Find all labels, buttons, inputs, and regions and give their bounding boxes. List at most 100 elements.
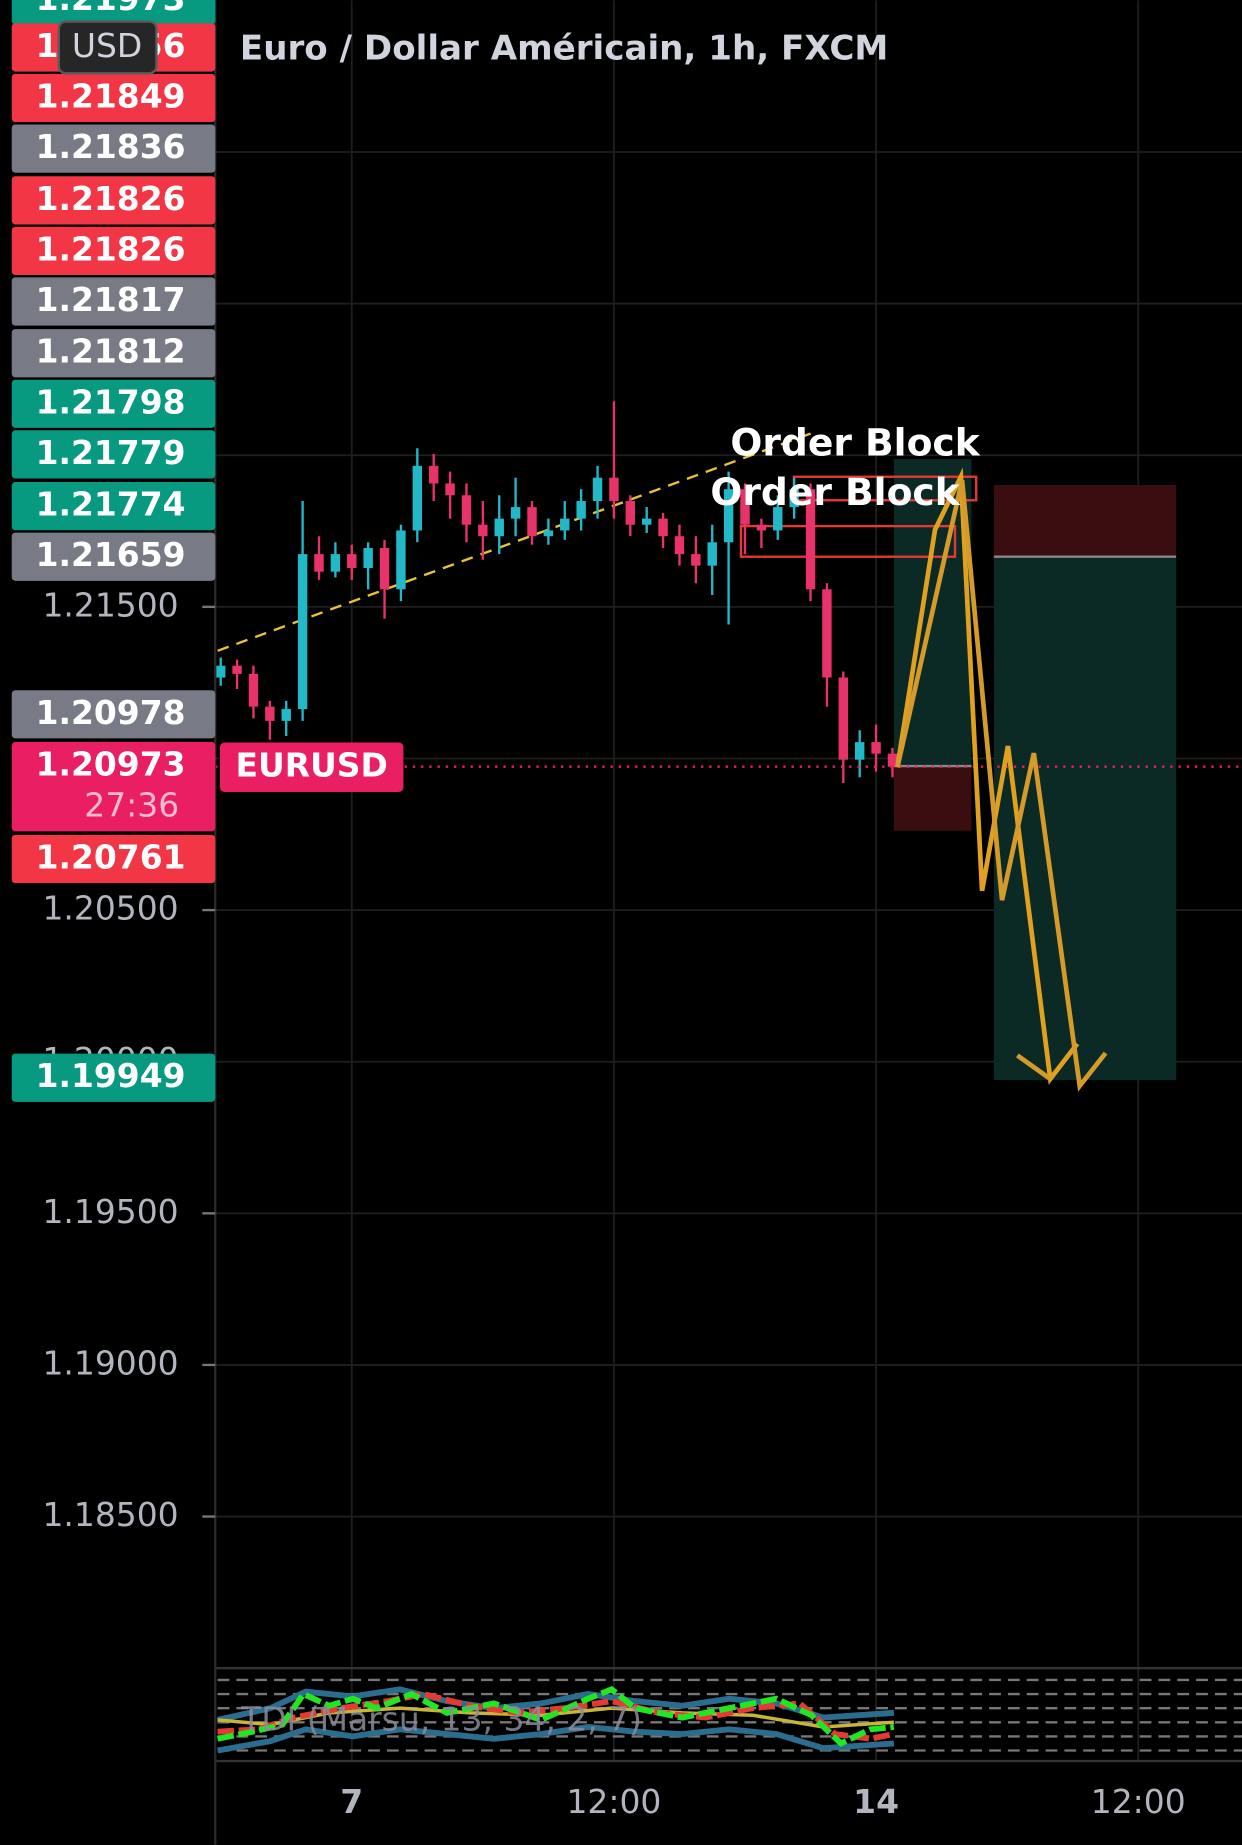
currency-badge[interactable] — [57, 20, 158, 75]
indicator-band — [216, 1686, 895, 1723]
candle-body — [428, 465, 439, 484]
price-tag-label: 1.21973 — [36, 0, 186, 18]
candle-body — [723, 489, 734, 543]
indicator-line — [217, 1685, 895, 1747]
price-tag-label: 1.21817 — [36, 280, 186, 319]
price-tag — [11, 277, 216, 326]
candle-body — [461, 495, 472, 525]
candles — [215, 401, 1242, 784]
candle-body — [379, 548, 390, 590]
candle-body — [592, 477, 603, 502]
candle-body — [658, 518, 668, 537]
candle-body — [445, 483, 455, 496]
candle-body — [838, 677, 849, 760]
annotation: Order Block — [710, 470, 960, 514]
y-tick-label: 1.21500 — [42, 585, 178, 624]
candle-body — [805, 489, 816, 590]
symbol-tag — [219, 742, 404, 792]
price-tag-label: 1.21774 — [36, 485, 186, 524]
candle-body — [478, 524, 488, 537]
indicator-band — [217, 1724, 895, 1754]
candle-body — [363, 548, 373, 569]
y-tick-label: 1.20500 — [42, 889, 178, 928]
candle-body — [281, 709, 291, 721]
price-tag-label: 1.21826 — [36, 179, 186, 218]
price-tag-label: 1.19949 — [36, 1056, 186, 1095]
symbol-label: EURUSD — [235, 746, 387, 785]
indicator-pane: TDI (Marsu, 13, 34, 2, 7) — [215, 1666, 1242, 1763]
candle-body — [871, 742, 881, 754]
profit-zone — [993, 556, 1177, 1081]
price-tag-label: 1.20973 — [36, 745, 186, 784]
candle-body — [527, 507, 537, 537]
candle-body — [609, 477, 619, 502]
loss-zone — [893, 766, 972, 831]
candle-body — [396, 530, 406, 590]
candle-body — [740, 489, 750, 525]
order-block-box — [739, 524, 957, 558]
price-tag-label: 1.21659 — [36, 535, 186, 574]
candle-body — [560, 518, 570, 531]
candle-body — [510, 507, 521, 519]
price-tag-label: 1.21849 — [36, 77, 186, 116]
trend-line — [217, 432, 812, 652]
candle-body — [887, 753, 898, 767]
price-tag — [11, 1053, 216, 1102]
x-tick-label: 12:00 — [1091, 1782, 1186, 1821]
price-tag-label: 1.21798 — [36, 382, 186, 421]
price-tag — [11, 532, 216, 581]
projection — [895, 467, 1108, 1092]
price-tag — [11, 482, 216, 531]
candle-body — [625, 501, 636, 525]
y-tick-label: 1.18500 — [42, 1495, 178, 1534]
y-tick-label: 1.19500 — [42, 1192, 178, 1231]
candle-body — [756, 524, 767, 531]
price-tag — [11, 834, 216, 884]
candle-body — [494, 518, 504, 537]
candle-body — [347, 554, 357, 569]
projection-path — [1015, 1053, 1052, 1081]
projection-path — [895, 479, 1108, 1092]
candle-body — [773, 507, 783, 531]
candle-body — [248, 673, 259, 707]
candle-body — [330, 554, 341, 572]
price-tag — [11, 176, 216, 225]
x-tick-label: 12:00 — [566, 1782, 661, 1821]
price-tag — [11, 124, 216, 173]
candle-body — [822, 589, 832, 678]
x-tick-label: 7 — [340, 1782, 363, 1821]
countdown: 27:36 — [84, 786, 179, 825]
loss-zone — [993, 484, 1177, 557]
candle-body — [674, 536, 685, 555]
x-tick-label: 14 — [853, 1782, 899, 1821]
candle-body — [543, 530, 554, 537]
price-tag — [11, 430, 216, 479]
price-tag — [11, 73, 216, 123]
drawings — [217, 432, 1177, 1081]
price-tag — [11, 0, 216, 25]
price-tag — [11, 329, 216, 378]
candle-body — [707, 542, 717, 566]
candle-body — [412, 465, 423, 531]
candle-body — [641, 518, 652, 525]
candle-body — [232, 665, 242, 674]
currency-label: USD — [72, 26, 142, 65]
candle-body — [854, 742, 865, 760]
chart-title: Euro / Dollar Américain, 1h, FXCM — [240, 28, 888, 68]
annotation: Order Block — [730, 420, 980, 464]
price-tag-label: 1.21779 — [36, 433, 186, 472]
price-tag-label: 1.20978 — [36, 693, 186, 732]
price-tag-label: 1.21826 — [36, 229, 186, 268]
price-tag — [11, 690, 216, 739]
price-tag-label: 1.21836 — [36, 127, 186, 166]
candle-body — [576, 501, 586, 519]
price-tag — [11, 226, 216, 276]
candle-body — [789, 489, 799, 508]
candle-body — [265, 706, 275, 721]
candle-body — [215, 665, 226, 678]
price-tag-label: 1.20761 — [36, 837, 186, 876]
price-tag-label: 1.21812 — [36, 332, 186, 371]
price-tag — [11, 741, 216, 832]
